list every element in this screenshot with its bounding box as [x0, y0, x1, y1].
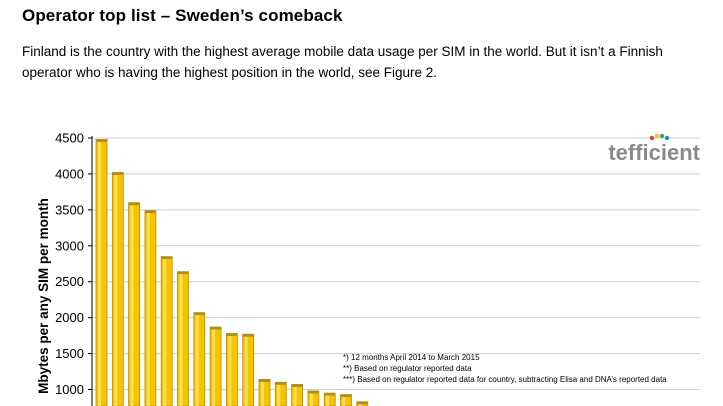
- brand-dots: [649, 133, 670, 141]
- bar-body: [193, 312, 206, 406]
- bar-highlight: [130, 203, 134, 406]
- bar-top: [291, 384, 303, 387]
- y-tick-label: 2500: [55, 274, 84, 289]
- tefficient-logo: tefficient: [608, 133, 701, 165]
- bar: [209, 326, 222, 406]
- bar-body: [144, 210, 157, 406]
- bar: [111, 172, 124, 406]
- bar-highlight: [98, 140, 101, 406]
- bar: [274, 381, 287, 406]
- y-tick-label: 1000: [55, 382, 84, 397]
- brand-dot: [659, 133, 665, 139]
- bar: [177, 271, 189, 406]
- bar: [323, 392, 336, 406]
- intro-paragraph: Finland is the country with the highest …: [22, 44, 663, 80]
- bar-top: [161, 256, 173, 260]
- bar-highlight: [228, 334, 232, 406]
- bar-top: [340, 394, 352, 398]
- bar-highlight: [195, 313, 199, 406]
- bar-body: [95, 139, 108, 406]
- bar-top: [193, 312, 205, 316]
- bar-highlight: [163, 257, 167, 406]
- gridlines: [92, 137, 700, 390]
- bar-body: [242, 333, 255, 406]
- bar-body: [258, 379, 271, 406]
- bar-top: [356, 401, 368, 405]
- bar-highlight: [179, 272, 183, 406]
- brand-text: tefficient: [608, 140, 700, 165]
- bar: [242, 333, 255, 406]
- bar-top: [324, 393, 336, 396]
- brand-dot: [649, 135, 655, 141]
- bar: [291, 384, 304, 406]
- bar-highlight: [277, 383, 281, 406]
- bar-highlight: [293, 385, 297, 406]
- bar-highlight: [309, 391, 313, 406]
- note-1: *) 12 months April 2014 to March 2015: [343, 353, 480, 362]
- bar: [193, 312, 206, 406]
- bar-top: [307, 390, 319, 394]
- y-tick-label: 4500: [55, 131, 84, 146]
- bar: [95, 139, 108, 406]
- bar: [160, 256, 173, 406]
- bar: [356, 401, 369, 406]
- bar-top: [144, 210, 156, 214]
- bar: [340, 394, 352, 406]
- bar-top: [275, 382, 287, 385]
- bar: [144, 210, 157, 406]
- y-axis-ticks: 1000 1500 2000 2500 3000 3500 4000 4500: [55, 131, 92, 397]
- bar-highlight: [212, 327, 216, 406]
- bar-body: [209, 326, 222, 406]
- bar-body: [160, 256, 173, 406]
- bar-body: [291, 384, 304, 406]
- bar-highlight: [326, 394, 330, 406]
- y-axis-label: Mbytes per any SIM per month: [36, 198, 51, 394]
- brand-dot: [664, 135, 670, 141]
- y-tick-label: 3000: [55, 238, 84, 253]
- bars: [95, 139, 369, 406]
- bar-body: [111, 172, 124, 406]
- y-tick-label: 1500: [55, 346, 84, 361]
- chart-notes: *) 12 months April 2014 to March 2015 **…: [343, 353, 667, 384]
- bar-top: [259, 379, 270, 382]
- page-heading: Operator top list – Sweden’s comeback: [22, 6, 343, 25]
- bar-body: [274, 381, 287, 406]
- bar-highlight: [342, 395, 346, 406]
- bar-top: [177, 271, 189, 275]
- bar-highlight: [358, 402, 362, 406]
- bar-highlight: [261, 380, 264, 406]
- bar-highlight: [244, 335, 248, 406]
- bar-top: [242, 334, 254, 337]
- y-tick-label: 4000: [55, 166, 84, 181]
- brand-dot: [654, 133, 660, 139]
- bar-body: [225, 333, 238, 406]
- bar-top: [226, 333, 238, 336]
- bar: [128, 202, 141, 406]
- bar-body: [177, 271, 189, 406]
- y-tick-label: 3500: [55, 202, 84, 217]
- bar-top: [210, 326, 222, 330]
- bar: [258, 379, 271, 406]
- note-2: **) Based on regulator reported data: [343, 364, 472, 373]
- bar-highlight: [114, 173, 118, 406]
- bar-top: [128, 202, 140, 206]
- bar-body: [128, 202, 141, 406]
- bar-top: [96, 139, 107, 142]
- note-3: ***) Based on regulator reported data fo…: [343, 375, 667, 384]
- bar: [225, 333, 238, 406]
- bar-highlight: [146, 211, 150, 406]
- bar: [307, 390, 320, 406]
- y-tick-label: 2000: [55, 310, 84, 325]
- bar-top: [112, 172, 124, 175]
